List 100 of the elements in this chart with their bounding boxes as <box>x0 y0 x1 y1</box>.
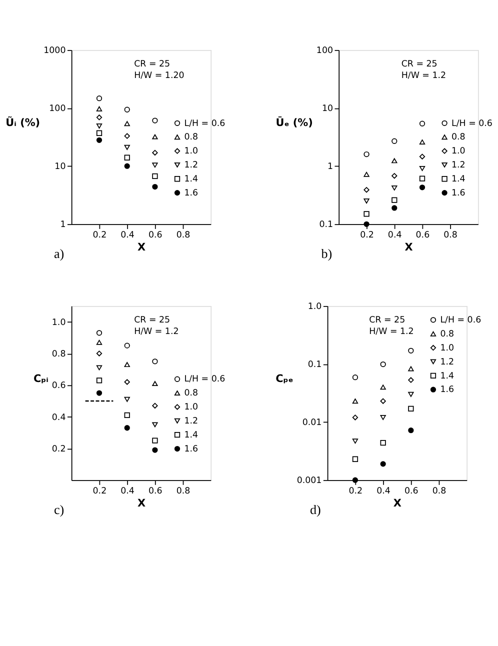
annotation: CR = 25 <box>369 316 406 326</box>
x-tick-label: 0.4 <box>120 230 135 241</box>
legend-label: 1.0 <box>452 146 466 157</box>
y-tick-label: 0.2 <box>52 444 66 455</box>
point <box>96 378 102 384</box>
annotation: H/W = 1.20 <box>134 70 184 81</box>
point <box>96 390 102 396</box>
point <box>96 96 102 102</box>
y-axis-title: Ũᵢ (%) <box>6 116 40 130</box>
point <box>408 392 414 397</box>
point <box>419 176 426 182</box>
annotation: H/W = 1.2 <box>369 326 414 337</box>
legend-label: 1.2 <box>440 357 454 368</box>
y-tick-label: 0.8 <box>52 350 66 360</box>
point <box>96 340 102 345</box>
point <box>364 211 370 217</box>
y-axis-title: Ūₑ (%) <box>276 116 313 130</box>
point <box>408 377 414 383</box>
annotation: CR = 25 <box>401 60 438 70</box>
point <box>124 144 130 150</box>
point <box>124 121 130 126</box>
point <box>152 134 158 140</box>
point <box>352 374 358 380</box>
point <box>124 425 130 431</box>
point <box>364 198 370 204</box>
legend-label: 1.6 <box>452 188 466 198</box>
point <box>392 138 398 144</box>
x-tick-label: 0.2 <box>360 230 374 241</box>
point <box>392 197 398 203</box>
legend-label: 1.0 <box>184 146 198 157</box>
legend-label: 0.8 <box>452 132 466 143</box>
text: a) <box>54 246 64 262</box>
point <box>152 381 158 386</box>
point <box>408 366 414 372</box>
point <box>364 172 370 177</box>
point <box>392 205 398 211</box>
y-tick-label: 0.1 <box>319 220 334 230</box>
legend-label: 0.8 <box>184 388 198 399</box>
point <box>152 438 158 444</box>
point <box>380 461 386 467</box>
point <box>419 140 426 145</box>
point <box>152 150 158 156</box>
y-tick-label: 0.1 <box>308 360 322 370</box>
legend-label: 1.6 <box>184 444 198 454</box>
legend-label: L/H = 0.6 <box>184 374 226 385</box>
x-tick-label: 0.2 <box>92 486 107 497</box>
point <box>352 477 358 483</box>
point <box>152 184 158 190</box>
y-tick-label: 0.001 <box>296 476 322 486</box>
legend-label: 1.2 <box>184 160 198 171</box>
legend-label: 1.6 <box>440 385 454 396</box>
point <box>124 133 130 139</box>
point <box>392 158 398 164</box>
x-axis-title: X <box>393 498 402 510</box>
point <box>152 118 158 124</box>
y-tick-label: 1.0 <box>52 318 66 328</box>
point <box>419 154 426 160</box>
annotation: H/W = 1.2 <box>134 326 179 337</box>
point <box>124 163 130 169</box>
text: c) <box>54 502 64 518</box>
y-axis-title: Cₚᵢ <box>33 373 48 386</box>
x-axis-title: X <box>137 498 146 510</box>
point <box>380 398 386 404</box>
point <box>124 342 130 348</box>
point <box>96 350 102 356</box>
y-tick-label: 0.01 <box>302 418 322 428</box>
x-tick-label: 0.8 <box>176 230 190 241</box>
point <box>408 428 414 434</box>
x-tick-label: 0.4 <box>376 486 391 497</box>
text: d) <box>310 502 321 518</box>
point <box>124 396 130 402</box>
y-tick-label: 1 <box>327 162 334 172</box>
point <box>380 440 386 446</box>
y-tick-label: 100 <box>49 104 66 114</box>
x-tick-label: 0.6 <box>148 230 162 241</box>
legend-label: 1.4 <box>184 174 199 184</box>
point <box>380 361 386 368</box>
y-tick-label: 10 <box>322 104 334 114</box>
annotation: CR = 25 <box>134 316 170 326</box>
annotation: H/W = 1.2 <box>401 70 446 81</box>
y-tick-label: 1.0 <box>308 302 322 312</box>
legend-label: 1.4 <box>452 174 466 184</box>
point <box>352 414 358 420</box>
point <box>392 173 398 179</box>
point <box>364 221 370 227</box>
point <box>96 106 102 112</box>
legend-label: 1.0 <box>440 343 454 354</box>
point <box>152 422 158 428</box>
text: b) <box>321 246 332 262</box>
point <box>96 137 102 143</box>
y-tick-label: 1000 <box>44 46 66 56</box>
y-tick-label: 0.6 <box>52 381 66 392</box>
point <box>352 456 358 462</box>
point <box>124 362 130 368</box>
x-tick-label: 0.2 <box>348 486 363 497</box>
y-axis-title: Cₚₑ <box>276 373 294 386</box>
point <box>96 365 102 370</box>
point <box>124 412 130 418</box>
y-tick-label: 0.4 <box>52 412 66 423</box>
x-tick-label: 0.2 <box>92 230 107 241</box>
